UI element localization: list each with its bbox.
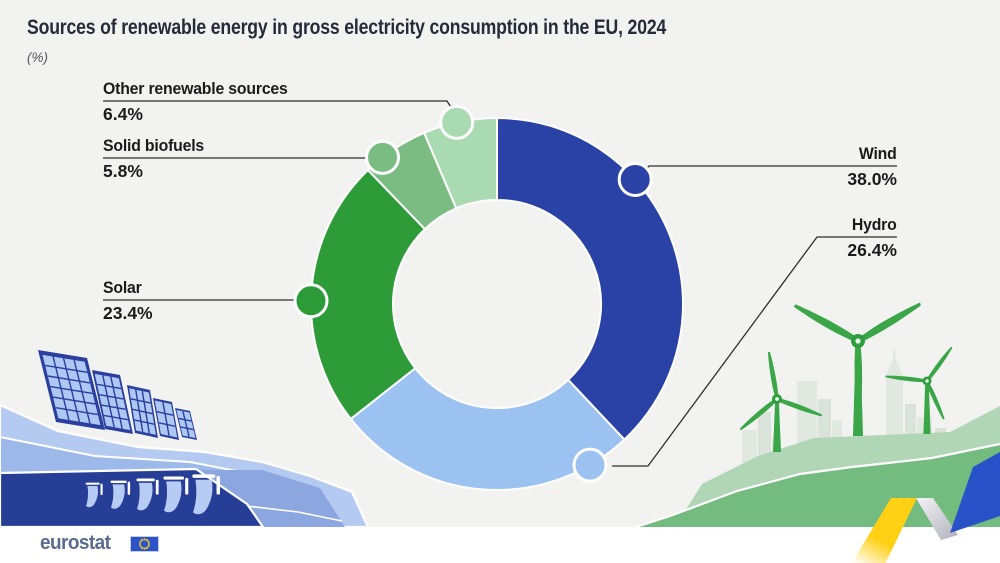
solar-panel-icon	[38, 350, 105, 430]
dam-spillway-icon	[110, 480, 131, 509]
solar-panel-icon	[127, 385, 158, 438]
callout-solid-biofuels: Solid biofuels 5.8%	[103, 136, 212, 181]
footer-band	[0, 527, 1000, 563]
dam-spillway-icon	[163, 476, 189, 513]
callout-label: Other renewable sources	[103, 79, 288, 98]
callout-value: 38.0%	[847, 169, 897, 189]
wind-turbine-icon	[739, 351, 823, 452]
eurostat-ribbon-graphic	[851, 452, 1000, 563]
eu-star	[148, 542, 151, 546]
eu-star	[139, 540, 142, 543]
solar-panel-icon	[92, 370, 133, 434]
callout-value: 6.4%	[103, 104, 143, 124]
marker-solar	[293, 283, 329, 319]
eu-star	[147, 540, 150, 543]
eu-star	[138, 542, 141, 546]
marker-other-renewable-sources	[439, 104, 475, 140]
eu-star	[147, 545, 150, 548]
page-subtitle: (%)	[27, 50, 48, 65]
solar-panels-illustration	[38, 350, 197, 440]
eu-star	[143, 538, 146, 541]
hydro-dam-illustration	[0, 403, 370, 529]
eu-star	[145, 538, 148, 542]
callout-other-renewables: Other renewable sources 6.4%	[103, 79, 302, 124]
eu-flag-icon	[130, 536, 159, 552]
solar-panel-icon	[153, 398, 179, 440]
leader-hydro	[612, 236, 897, 467]
wind-turbine-icon	[793, 302, 921, 436]
donut-markers	[293, 104, 653, 483]
slice-solar	[310, 169, 426, 420]
callout-label: Hydro	[852, 215, 897, 234]
callout-value: 26.4%	[847, 240, 897, 260]
page-title: Sources of renewable energy in gross ele…	[27, 16, 667, 39]
marker-hydro	[572, 447, 608, 483]
eu-star	[145, 546, 148, 550]
marker-solid-biofuels	[365, 139, 400, 175]
dam-spillway-icon	[192, 474, 220, 515]
callout-leader-lines	[103, 100, 897, 467]
callout-label: Solid biofuels	[103, 136, 205, 155]
wind-turbines-illustration	[739, 302, 953, 452]
slice-wind	[496, 117, 684, 441]
callout-value: 5.8%	[103, 161, 143, 181]
dam-spillway-icon	[85, 482, 103, 508]
marker-wind	[617, 162, 653, 197]
eu-star	[141, 538, 144, 542]
eurostat-logo: eurostat	[40, 532, 111, 554]
solar-panel-icon	[175, 408, 197, 440]
callout-value: 23.4%	[103, 303, 153, 323]
donut-slices	[310, 117, 684, 491]
slice-hydro	[349, 367, 626, 491]
callout-wind: Wind 38.0%	[847, 144, 897, 189]
eu-star	[141, 546, 144, 550]
wind-turbine-icon	[885, 346, 953, 434]
eu-star	[139, 545, 142, 548]
callout-hydro: Hydro 26.4%	[847, 215, 897, 260]
callout-label: Wind	[859, 144, 897, 163]
callout-label: Solar	[103, 278, 142, 297]
dam-spillway-icon	[136, 478, 159, 511]
callout-solar: Solar 23.4%	[103, 278, 153, 323]
eu-star	[143, 547, 146, 550]
